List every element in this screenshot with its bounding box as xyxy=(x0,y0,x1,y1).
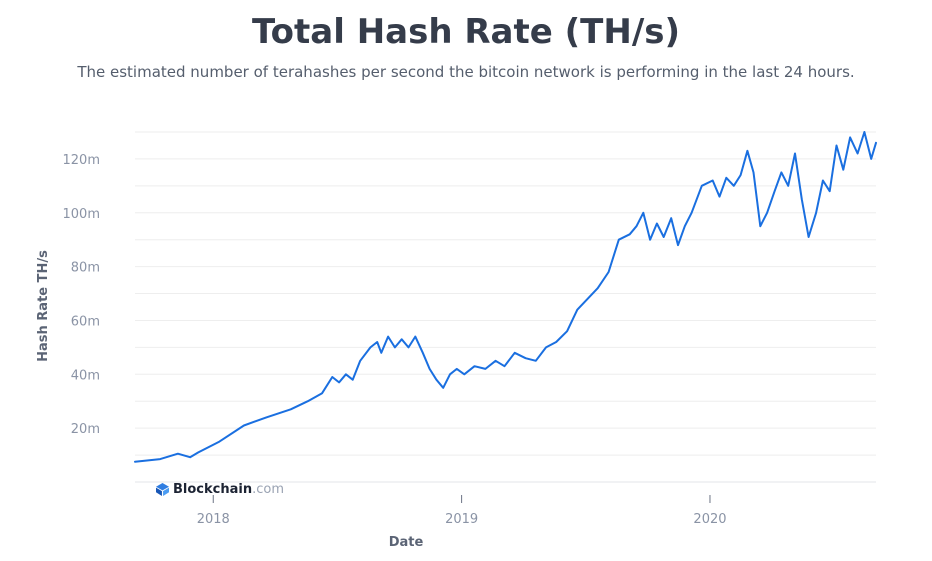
x-tick-label: 2019 xyxy=(445,512,478,527)
x-tick-label: 2018 xyxy=(197,512,230,527)
x-tick-label: 2020 xyxy=(693,512,726,527)
y-tick-label: 20m xyxy=(71,422,100,437)
chart-subtitle: The estimated number of terahashes per s… xyxy=(77,63,855,81)
y-tick-label: 60m xyxy=(71,314,100,329)
brand-name: Blockchain xyxy=(173,482,253,497)
hash-rate-line xyxy=(134,131,877,463)
y-axis-title: Hash Rate TH/s xyxy=(36,250,51,362)
blockchain-brand: Blockchain .com xyxy=(156,482,284,497)
y-tick-label: 40m xyxy=(71,368,100,383)
brand-tld: .com xyxy=(252,482,284,497)
y-tick-label: 100m xyxy=(63,207,100,222)
y-tick-label: 120m xyxy=(63,153,100,168)
chart-title: Total Hash Rate (TH/s) xyxy=(251,12,681,52)
x-axis-title: Date xyxy=(389,535,424,550)
blockchain-logo-icon xyxy=(156,483,169,496)
y-tick-label: 80m xyxy=(71,261,100,276)
